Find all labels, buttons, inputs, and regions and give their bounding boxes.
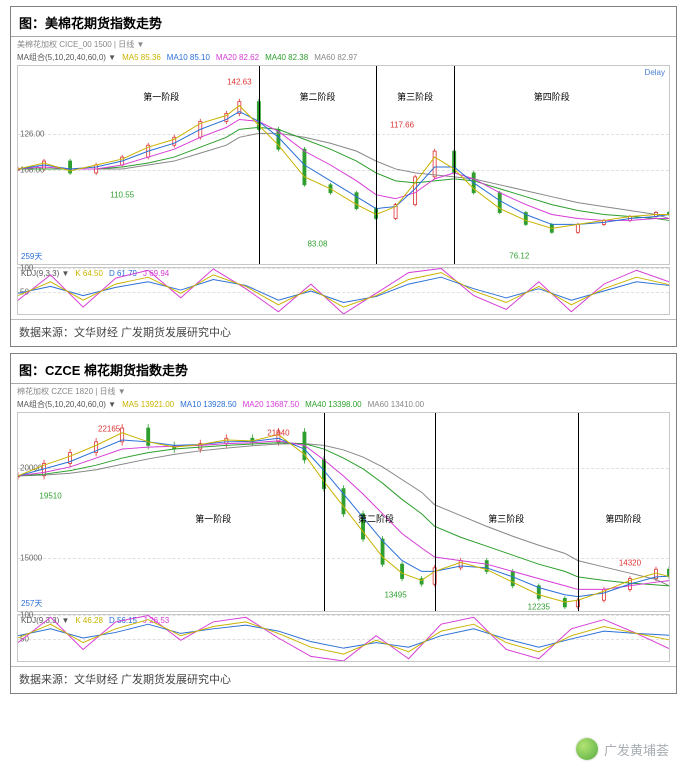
panel-title: 图：美棉花期货指数走势 bbox=[11, 7, 676, 36]
phase-divider bbox=[454, 66, 455, 264]
watermark-logo-icon bbox=[576, 738, 598, 760]
instrument-info: 美棉花加权 CICE_00 1500 | 日线 ▼ bbox=[11, 39, 676, 50]
price-annotation: 142.63 bbox=[227, 77, 251, 86]
ma-legend-item: MA20 13687.50 bbox=[243, 400, 300, 409]
panel-separator bbox=[11, 36, 676, 37]
phase-label: 第三阶段 bbox=[397, 90, 433, 103]
price-annotation: 76.12 bbox=[509, 252, 529, 261]
watermark-text: 广发黄埔荟 bbox=[604, 740, 669, 759]
price-annotation: 117.66 bbox=[390, 121, 414, 130]
data-source: 数据来源：文华财经 广发期货发展研究中心 bbox=[11, 319, 676, 346]
source-prefix: 数据来源： bbox=[19, 674, 74, 686]
panel-title-prefix: 图： bbox=[19, 363, 45, 378]
panel-title-text: 美棉花期货指数走势 bbox=[45, 16, 162, 31]
price-annotation: 13495 bbox=[384, 591, 406, 600]
instrument-info: 棉花加权 CZCE 1820 | 日线 ▼ bbox=[11, 386, 676, 397]
phase-divider bbox=[376, 66, 377, 264]
phase-label: 第四阶段 bbox=[534, 90, 570, 103]
source-text: 文华财经 广发期货发展研究中心 bbox=[74, 674, 231, 686]
phase-label: 第二阶段 bbox=[358, 512, 394, 525]
ma-legend-prefix: MA组合(5,10,20,40,60,0) ▼ bbox=[17, 400, 116, 409]
price-chart[interactable]: 1500020000第一阶段第二阶段第三阶段第四阶段22165195102194… bbox=[17, 412, 670, 612]
phase-divider bbox=[259, 66, 260, 264]
price-annotation: 19510 bbox=[39, 492, 61, 501]
days-count: 257天 bbox=[21, 598, 42, 609]
phase-label: 第二阶段 bbox=[299, 90, 335, 103]
source-prefix: 数据来源： bbox=[19, 327, 74, 339]
ma-legend: MA组合(5,10,20,40,60,0) ▼ MA5 13921.00 MA10 … bbox=[11, 397, 676, 410]
price-annotation: 83.08 bbox=[307, 240, 327, 249]
ma-legend-item: MA40 82.38 bbox=[265, 53, 308, 62]
phase-divider bbox=[435, 413, 436, 611]
data-source: 数据来源：文华财经 广发期货发展研究中心 bbox=[11, 666, 676, 693]
price-annotation: 12235 bbox=[528, 603, 550, 612]
kdj-chart[interactable]: KDJ(9,3,3) ▼K 64.50D 61.79J 69.9450100 bbox=[17, 267, 670, 315]
panel-title-text: CZCE 棉花期货指数走势 bbox=[45, 363, 188, 378]
ma-legend-item: MA10 13928.50 bbox=[180, 400, 237, 409]
panel-title-prefix: 图： bbox=[19, 16, 45, 31]
kdj-chart[interactable]: KDJ(9,3,3) ▼K 46.28D 56.15J 26.5350100 bbox=[17, 614, 670, 662]
phase-divider bbox=[578, 413, 579, 611]
phase-label: 第三阶段 bbox=[488, 512, 524, 525]
price-annotation: 110.55 bbox=[110, 190, 134, 199]
ma-legend-item: MA10 85.10 bbox=[167, 53, 210, 62]
phase-label: 第一阶段 bbox=[195, 512, 231, 525]
ma-legend-prefix: MA组合(5,10,20,40,60,0) ▼ bbox=[17, 53, 116, 62]
kdj-series-svg bbox=[18, 615, 669, 661]
price-annotation: 22165 bbox=[98, 424, 120, 433]
chart-panel: 图：美棉花期货指数走势美棉花加权 CICE_00 1500 | 日线 ▼MA组合… bbox=[10, 6, 677, 347]
price-annotation: 14320 bbox=[619, 559, 641, 568]
ma-legend-item: MA60 13410.00 bbox=[368, 400, 425, 409]
phase-label: 第四阶段 bbox=[605, 512, 641, 525]
price-annotation: 21940 bbox=[267, 428, 289, 437]
source-text: 文华财经 广发期货发展研究中心 bbox=[74, 327, 231, 339]
panel-separator bbox=[11, 383, 676, 384]
days-count: 259天 bbox=[21, 251, 42, 262]
price-chart[interactable]: 108.00126.00Delay第一阶段第二阶段第三阶段第四阶段142.631… bbox=[17, 65, 670, 265]
chart-panel: 图：CZCE 棉花期货指数走势棉花加权 CZCE 1820 | 日线 ▼MA组合… bbox=[10, 353, 677, 694]
panel-title: 图：CZCE 棉花期货指数走势 bbox=[11, 354, 676, 383]
watermark: 广发黄埔荟 bbox=[576, 738, 669, 760]
ma-legend: MA组合(5,10,20,40,60,0) ▼ MA5 85.36 MA10 85.… bbox=[11, 50, 676, 63]
phase-divider bbox=[324, 413, 325, 611]
price-series-svg bbox=[18, 413, 669, 611]
ma-legend-item: MA20 82.62 bbox=[216, 53, 259, 62]
phase-label: 第一阶段 bbox=[143, 90, 179, 103]
ma-legend-item: MA60 82.97 bbox=[314, 53, 357, 62]
ma-legend-item: MA5 13921.00 bbox=[122, 400, 174, 409]
ma-legend-item: MA5 85.36 bbox=[122, 53, 161, 62]
kdj-series-svg bbox=[18, 268, 669, 314]
ma-legend-item: MA40 13398.00 bbox=[305, 400, 362, 409]
price-series-svg bbox=[18, 66, 669, 264]
